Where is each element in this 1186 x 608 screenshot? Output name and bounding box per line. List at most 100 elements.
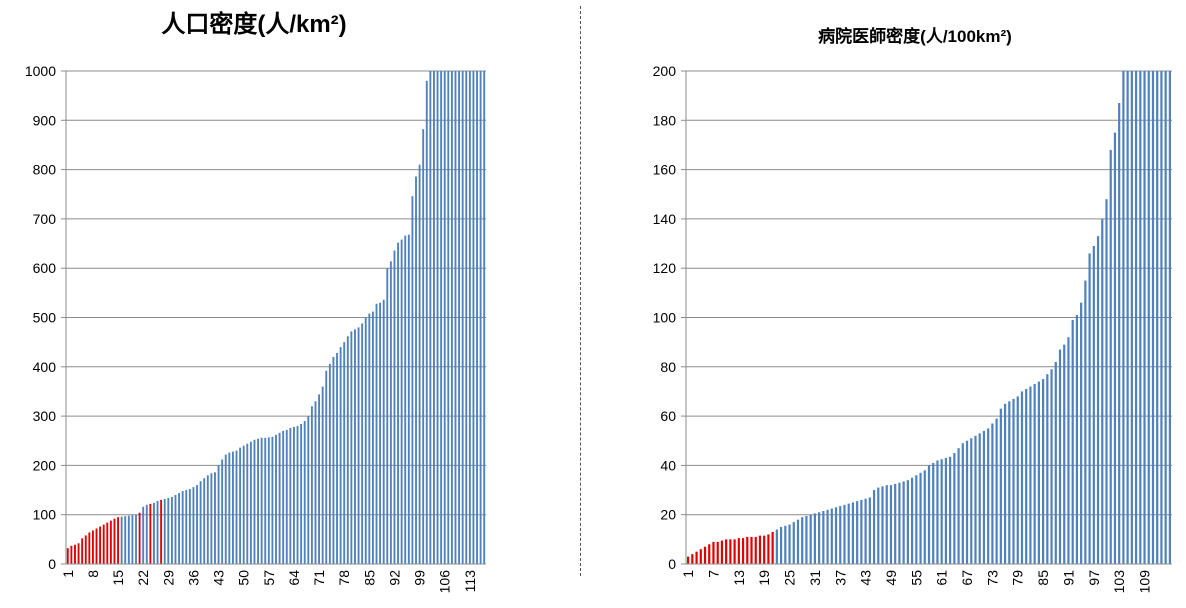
doctor-bar: [919, 472, 922, 564]
doctor-bar: [779, 527, 783, 564]
population-bar: [231, 451, 234, 564]
population-bar: [361, 323, 364, 564]
population-bar: [95, 528, 98, 564]
doctor-bar: [839, 506, 842, 564]
doctor-x-tick-label: 55: [908, 570, 924, 586]
population-x-tick-label: 57: [261, 570, 277, 586]
population-bar: [282, 430, 285, 564]
doctor-bar: [720, 540, 724, 564]
population-bar: [454, 71, 457, 564]
doctor-bar: [801, 517, 804, 564]
doctor-bar: [725, 539, 728, 564]
doctor-bar: [965, 440, 969, 564]
population-bar: [321, 386, 324, 564]
population-bar: [170, 496, 173, 564]
population-y-tick-label: 500: [33, 310, 57, 326]
doctor-bar: [1067, 337, 1070, 564]
population-y-tick-label: 200: [33, 457, 57, 473]
population-x-tick-label: 78: [336, 570, 352, 586]
doctor-bar: [982, 430, 986, 564]
population-x-tick-label: 22: [135, 570, 151, 586]
population-bar: [156, 500, 159, 564]
doctor-bar: [1080, 302, 1083, 564]
population-bar: [160, 499, 163, 564]
population-y-tick-label: 700: [33, 211, 57, 227]
doctor-y-tick-label: 0: [668, 556, 676, 572]
doctor-bar: [978, 433, 981, 564]
population-x-tick-label: 50: [236, 570, 252, 586]
doctor-bar: [1058, 349, 1062, 564]
doctor-bar: [830, 508, 833, 564]
doctor-bar: [792, 522, 795, 564]
population-bar: [307, 416, 310, 564]
population-bar: [275, 434, 277, 564]
doctor-y-tick-label: 80: [660, 359, 676, 375]
doctor-bar: [1042, 379, 1045, 565]
population-bar: [109, 520, 112, 564]
population-y-tick-label: 1000: [25, 63, 56, 79]
population-x-tick-label: 99: [412, 570, 428, 586]
population-bar: [131, 515, 134, 564]
population-x-tick-label: 71: [311, 570, 327, 586]
population-bar: [325, 370, 328, 564]
doctor-bar: [944, 458, 948, 564]
population-y-tick-label: 300: [33, 408, 57, 424]
doctor-bar: [763, 535, 766, 564]
population-bar: [339, 347, 342, 564]
population-bar: [328, 363, 331, 564]
doctor-bar: [991, 423, 994, 564]
doctor-bar: [788, 524, 791, 564]
population-bar: [142, 506, 145, 564]
doctor-bar: [1046, 374, 1049, 564]
doctor-x-tick-label: 25: [782, 570, 798, 586]
doctor-bar: [1151, 71, 1155, 564]
doctor-bar: [1113, 132, 1117, 565]
doctor-bar: [1088, 253, 1091, 564]
population-bar: [447, 71, 450, 564]
population-bar: [422, 129, 425, 565]
doctor-bar: [796, 519, 800, 564]
population-bar: [120, 516, 123, 564]
population-bar: [199, 481, 202, 564]
doctor-bar: [885, 485, 888, 564]
doctor-x-tick-label: 91: [1061, 570, 1077, 586]
doctor-bar: [809, 514, 812, 564]
population-bar: [91, 530, 94, 564]
population-x-tick-label: 43: [211, 570, 227, 586]
population-bar: [293, 426, 295, 564]
population-bar: [407, 234, 410, 564]
doctor-x-tick-label: 19: [756, 570, 772, 586]
population-bar: [188, 489, 191, 564]
doctor-bar: [703, 546, 707, 564]
population-bar: [375, 303, 378, 564]
population-bar: [117, 517, 119, 564]
population-bar: [178, 493, 181, 564]
population-bar: [418, 164, 421, 565]
population-bar: [264, 437, 267, 564]
doctor-bar: [1008, 401, 1011, 564]
population-bar: [235, 450, 238, 564]
population-bar: [303, 421, 306, 564]
doctor-bar: [1105, 199, 1108, 564]
population-bar: [214, 472, 216, 564]
doctor-x-tick-label: 103: [1111, 570, 1127, 594]
doctor-bar: [784, 525, 787, 564]
doctor-bar: [1118, 103, 1121, 564]
doctor-bar: [927, 465, 931, 564]
population-bar: [102, 524, 105, 564]
population-bar: [483, 71, 486, 564]
population-bar: [196, 485, 198, 564]
population-bar: [368, 313, 371, 564]
population-y-tick-label: 800: [33, 162, 57, 178]
population-bar: [174, 494, 177, 564]
doctor-bar: [995, 418, 998, 564]
population-bar: [138, 512, 141, 564]
doctor-bar: [906, 480, 909, 564]
doctor-bar: [868, 497, 871, 564]
doctor-bar: [813, 513, 816, 564]
doctor-bar: [932, 462, 935, 564]
population-bar: [371, 311, 374, 564]
population-bar: [99, 526, 102, 564]
doctor-bar: [1160, 71, 1163, 564]
